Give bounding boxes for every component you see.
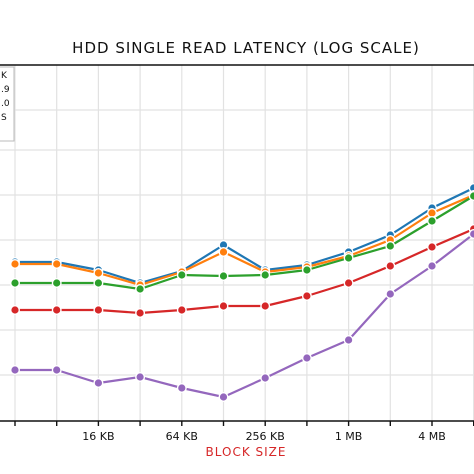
legend-entry: .0 [1, 99, 10, 109]
data-point [51, 305, 62, 316]
data-point [427, 215, 438, 226]
data-point [260, 270, 271, 281]
data-point [9, 259, 21, 270]
data-point [176, 383, 187, 394]
data-point [218, 246, 229, 257]
data-point [343, 278, 354, 289]
x-tick-label: 64 KB [166, 430, 198, 443]
data-point [9, 305, 21, 316]
axes [0, 64, 474, 426]
chart-title: HDD SINGLE READ LATENCY (LOG SCALE) [72, 39, 420, 57]
legend-entry: .9 [1, 85, 10, 95]
legend-box [0, 66, 15, 142]
data-point [9, 278, 21, 289]
data-point [93, 378, 104, 389]
data-point [93, 268, 104, 279]
data-point [427, 261, 438, 272]
data-point [385, 261, 396, 272]
x-tick-label: 16 KB [82, 430, 114, 443]
data-point [343, 335, 354, 346]
data-point [51, 365, 62, 376]
data-point [468, 229, 474, 239]
data-point [9, 365, 21, 376]
x-tick-label: 4 MB [418, 430, 446, 443]
legend-entry: K [1, 71, 8, 81]
x-tick-label: 256 KB [246, 430, 285, 443]
data-point [301, 265, 312, 276]
data-point [301, 291, 312, 302]
data-point [93, 305, 104, 316]
data-point [51, 259, 62, 270]
data-point [260, 301, 271, 312]
data-point [468, 191, 474, 201]
data-point [385, 289, 396, 300]
data-point [301, 353, 312, 364]
data-point [176, 305, 187, 316]
data-point [385, 240, 396, 251]
data-point [135, 372, 146, 383]
data-point [93, 278, 104, 289]
data-point [135, 284, 146, 295]
data-point [218, 392, 229, 403]
data-point [343, 252, 354, 263]
data-point [176, 270, 187, 281]
data-point [135, 308, 146, 319]
series-layer [9, 183, 474, 403]
x-axis-label: BLOCK SIZE [206, 445, 287, 459]
x-tick-label: 1 MB [335, 430, 363, 443]
legend: K .9 .0 S [0, 66, 15, 142]
data-point [427, 241, 438, 252]
data-point [260, 373, 271, 384]
legend-entry: S [1, 113, 7, 123]
data-point [51, 278, 62, 289]
data-point [218, 301, 229, 312]
data-point [218, 271, 229, 282]
